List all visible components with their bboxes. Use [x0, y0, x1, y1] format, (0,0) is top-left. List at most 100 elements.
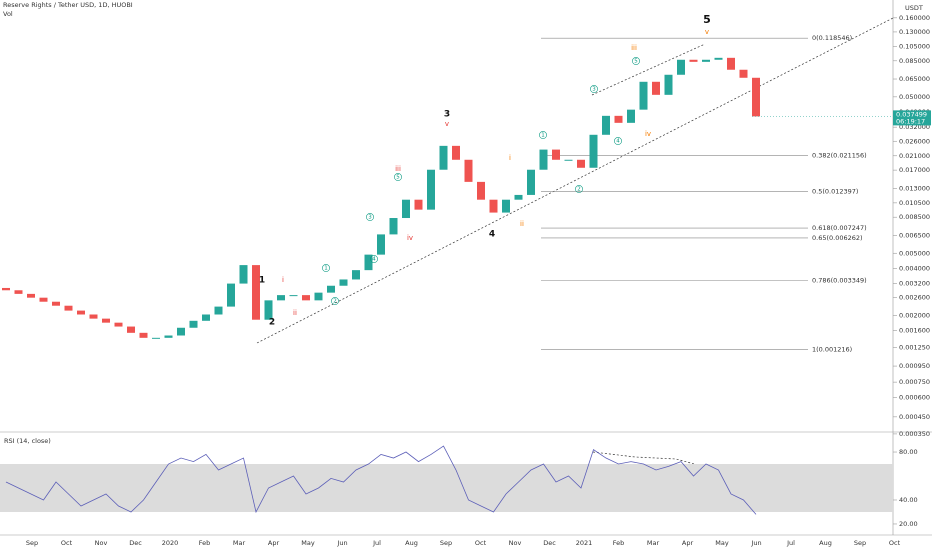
candle — [2, 287, 10, 291]
x-tick-label: Jul — [372, 539, 381, 547]
candle — [302, 295, 310, 301]
y-tick-label: 0.003200 — [899, 280, 930, 288]
candle — [564, 159, 573, 161]
x-tick-label: Apr — [268, 539, 280, 547]
x-tick-label: Jul — [786, 539, 795, 547]
wave-label: 4 — [489, 230, 495, 240]
x-tick-label: Oct — [475, 539, 487, 547]
y-tick-label: 20.00 — [899, 520, 918, 528]
candle — [689, 59, 698, 62]
candle — [352, 270, 360, 280]
x-tick-label: May — [715, 539, 729, 547]
candle — [264, 300, 273, 320]
fib-label: 0.5(0.012397) — [812, 188, 858, 196]
candle — [77, 310, 85, 315]
candle — [739, 69, 748, 78]
x-tick-label: Nov — [95, 539, 108, 547]
candle — [389, 218, 398, 235]
wave-circle — [575, 185, 583, 193]
candle — [102, 318, 110, 323]
candle — [227, 283, 235, 307]
wave-circle — [366, 213, 374, 221]
x-tick-label: May — [301, 539, 315, 547]
x-tick-label: Jun — [336, 539, 347, 547]
wave-circle — [539, 131, 547, 139]
candle — [614, 115, 623, 123]
wave-label: 1 — [324, 266, 328, 272]
trendline — [256, 17, 894, 344]
wave-label: 5 — [703, 13, 711, 26]
fib-label: 0.618(0.007247) — [812, 224, 867, 232]
candle — [502, 199, 510, 213]
candle — [627, 109, 635, 123]
candle — [377, 234, 385, 255]
chart-title: Reserve Rights / Tether USD, 1D, HUOBI — [3, 1, 133, 9]
wave-circle — [632, 57, 640, 65]
rsi-title: RSI (14, close) — [4, 437, 51, 445]
candle — [27, 293, 35, 298]
y-tick-label: 80.00 — [899, 448, 918, 456]
candle — [464, 159, 473, 182]
wave-label: 1 — [541, 133, 545, 139]
x-tick-label: Feb — [199, 539, 211, 547]
wave-label: 5 — [634, 59, 638, 65]
candle — [652, 81, 660, 95]
wave-label: 4 — [616, 139, 620, 145]
y-tick-label: 0.013000 — [899, 184, 930, 192]
wave-circle — [614, 137, 622, 145]
x-tick-label: Mar — [233, 539, 246, 547]
y-tick-label: 0.002600 — [899, 294, 930, 302]
x-tick-label: Dec — [543, 539, 556, 547]
candle — [714, 57, 723, 60]
y-tick-label: 0.000950 — [899, 362, 930, 370]
candle — [127, 326, 135, 333]
currency-label: USDT — [905, 4, 923, 12]
wave-circle — [394, 173, 402, 181]
candle — [752, 77, 760, 117]
candle — [189, 320, 198, 328]
x-tick-label: Aug — [405, 539, 418, 547]
x-tick-label: Dec — [129, 539, 142, 547]
y-tick-label: 0.026000 — [899, 137, 930, 145]
candle — [114, 322, 123, 327]
x-tick-label: Sep — [440, 539, 452, 547]
wave-label: 3 — [592, 87, 596, 93]
y-tick-label: 0.160000 — [899, 14, 930, 22]
candle — [439, 145, 448, 170]
candle — [414, 199, 423, 210]
y-tick-label: 0.130000 — [899, 28, 930, 36]
fib-label: 0(0.118546) — [812, 34, 852, 42]
candle — [639, 81, 648, 110]
y-tick-label: 0.001250 — [899, 343, 930, 351]
candle — [177, 327, 185, 336]
x-tick-label: Apr — [682, 539, 694, 547]
candle — [277, 295, 285, 301]
rsi-band — [0, 464, 893, 512]
x-tick-label: Mar — [647, 539, 660, 547]
candle — [664, 74, 673, 95]
y-tick-label: 0.050000 — [899, 93, 930, 101]
candle — [589, 134, 598, 168]
last-price-label: 0.037499 — [896, 110, 927, 118]
wave-label: v — [445, 120, 449, 128]
rsi-line — [5, 445, 757, 515]
x-tick-label: Sep — [26, 539, 38, 547]
candle — [289, 295, 298, 297]
candle — [364, 254, 373, 271]
wave-label: ii — [293, 309, 297, 317]
x-tick-label: Feb — [613, 539, 625, 547]
wave-label: 1 — [259, 276, 265, 286]
y-tick-label: 0.010500 — [899, 199, 930, 207]
y-tick-label: 0.000450 — [899, 413, 930, 421]
wave-circle — [331, 297, 339, 305]
candle — [577, 159, 585, 168]
countdown-label: 06:19:17 — [896, 117, 925, 125]
volume-label: Vol — [3, 10, 13, 18]
candle — [452, 145, 460, 160]
wave-label: 2 — [333, 299, 337, 305]
wave-circle — [590, 85, 598, 93]
x-tick-label: Jun — [750, 539, 761, 547]
divergence-line — [592, 451, 706, 468]
